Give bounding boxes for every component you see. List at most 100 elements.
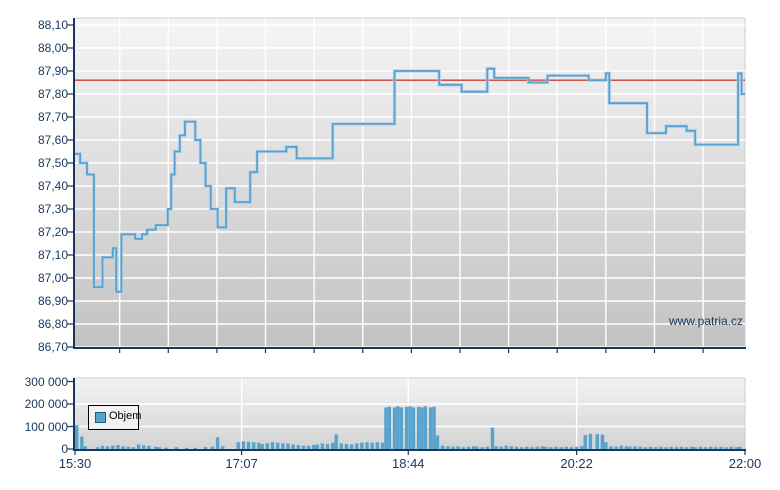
volume-bar bbox=[540, 446, 544, 449]
volume-y-axis-label: 300 000 bbox=[24, 374, 68, 389]
volume-bar bbox=[708, 446, 713, 449]
volume-bar bbox=[554, 446, 558, 449]
volume-bar bbox=[559, 447, 563, 449]
volume-bar bbox=[509, 446, 514, 449]
price-y-axis-label: 87,70 bbox=[37, 110, 68, 124]
volume-bar bbox=[344, 444, 349, 449]
volume-bar bbox=[193, 447, 197, 449]
volume-bar bbox=[408, 406, 412, 449]
price-plot-area bbox=[75, 18, 745, 348]
volume-bar bbox=[83, 446, 88, 449]
x-axis-label: 15:30 bbox=[58, 456, 92, 471]
volume-bar bbox=[136, 444, 141, 449]
volume-bar bbox=[142, 445, 146, 449]
volume-bar bbox=[719, 446, 723, 449]
volume-bar bbox=[380, 442, 385, 449]
legend-swatch-icon bbox=[95, 412, 106, 423]
volume-bar bbox=[432, 406, 436, 449]
volume-bar bbox=[633, 446, 637, 449]
volume-y-axis-label: 200 000 bbox=[24, 397, 68, 411]
volume-bar bbox=[215, 437, 220, 449]
volume-bar bbox=[423, 406, 428, 449]
volume-bar bbox=[643, 447, 648, 449]
volume-bar bbox=[80, 436, 84, 449]
volume-bar bbox=[399, 407, 404, 449]
volume-bar bbox=[490, 427, 495, 449]
price-y-axis-label: 87,80 bbox=[37, 87, 68, 101]
volume-bar bbox=[365, 442, 369, 449]
volume-bar bbox=[494, 446, 498, 449]
volume-bar bbox=[246, 441, 251, 449]
volume-bar bbox=[580, 446, 584, 449]
volume-bar bbox=[265, 443, 270, 449]
volume-bar bbox=[525, 446, 529, 449]
price-y-axis-label: 87,50 bbox=[37, 156, 68, 170]
volume-bar bbox=[131, 447, 136, 449]
volume-bar bbox=[105, 446, 110, 449]
price-y-axis-label: 87,20 bbox=[37, 225, 68, 239]
volume-bar bbox=[514, 446, 519, 449]
x-axis-label: 18:44 bbox=[392, 456, 425, 471]
volume-bar bbox=[355, 443, 359, 449]
volume-bar bbox=[286, 443, 290, 449]
volume-bar bbox=[291, 444, 295, 449]
x-axis-label: 22:00 bbox=[728, 456, 762, 471]
volume-bar bbox=[446, 446, 450, 449]
price-y-axis-label: 87,60 bbox=[37, 133, 68, 147]
volume-bar bbox=[604, 442, 608, 449]
volume-bar bbox=[619, 445, 624, 449]
volume-bar bbox=[499, 446, 503, 449]
volume-bar bbox=[221, 446, 225, 449]
volume-bar bbox=[387, 406, 392, 449]
volume-bar bbox=[648, 446, 653, 449]
volume-bar bbox=[451, 446, 455, 449]
volume-bar bbox=[270, 442, 275, 449]
volume-bar bbox=[549, 447, 553, 449]
volume-bar bbox=[320, 443, 325, 449]
volume-bar bbox=[325, 444, 330, 449]
volume-bar bbox=[588, 433, 593, 449]
volume-bar bbox=[653, 447, 658, 449]
volume-bar bbox=[330, 442, 335, 449]
volume-bar bbox=[638, 446, 642, 449]
volume-bar bbox=[334, 434, 338, 449]
volume-bar bbox=[147, 445, 151, 449]
volume-bar bbox=[734, 447, 739, 449]
price-y-axis-label: 87,30 bbox=[37, 202, 68, 216]
volume-bar bbox=[600, 434, 605, 449]
volume-bar bbox=[485, 446, 490, 449]
price-y-axis-label: 86,80 bbox=[37, 317, 68, 331]
volume-bar bbox=[236, 442, 240, 449]
volume-bar bbox=[306, 445, 311, 449]
volume-bar bbox=[693, 447, 697, 449]
volume-bar bbox=[519, 447, 524, 449]
volume-bar bbox=[164, 447, 168, 449]
volume-bar bbox=[203, 447, 208, 449]
volume-bar bbox=[281, 443, 285, 449]
volume-bar bbox=[544, 446, 548, 449]
volume-bar bbox=[435, 435, 440, 449]
volume-bar bbox=[75, 425, 79, 449]
volume-bar bbox=[564, 446, 569, 449]
volume-bar bbox=[569, 447, 574, 449]
price-y-axis-label: 88,00 bbox=[37, 41, 68, 55]
volume-bar bbox=[583, 435, 587, 449]
volume-bar bbox=[535, 446, 539, 449]
volume-bar bbox=[714, 447, 718, 449]
volume-bar bbox=[370, 442, 374, 449]
price-y-axis-label: 87,40 bbox=[37, 179, 68, 193]
volume-bar bbox=[184, 447, 189, 449]
volume-bar bbox=[260, 444, 264, 449]
volume-bar bbox=[339, 443, 343, 449]
volume-bar bbox=[251, 442, 256, 449]
volume-bar bbox=[392, 407, 397, 449]
volume-bar bbox=[724, 447, 728, 449]
volume-bar bbox=[404, 406, 409, 449]
price-y-axis-label: 86,90 bbox=[37, 294, 68, 308]
price-line bbox=[75, 67, 745, 293]
volume-bar bbox=[315, 444, 319, 449]
volume-bar bbox=[703, 447, 708, 449]
volume-bar bbox=[614, 446, 618, 449]
volume-bar bbox=[684, 447, 689, 449]
